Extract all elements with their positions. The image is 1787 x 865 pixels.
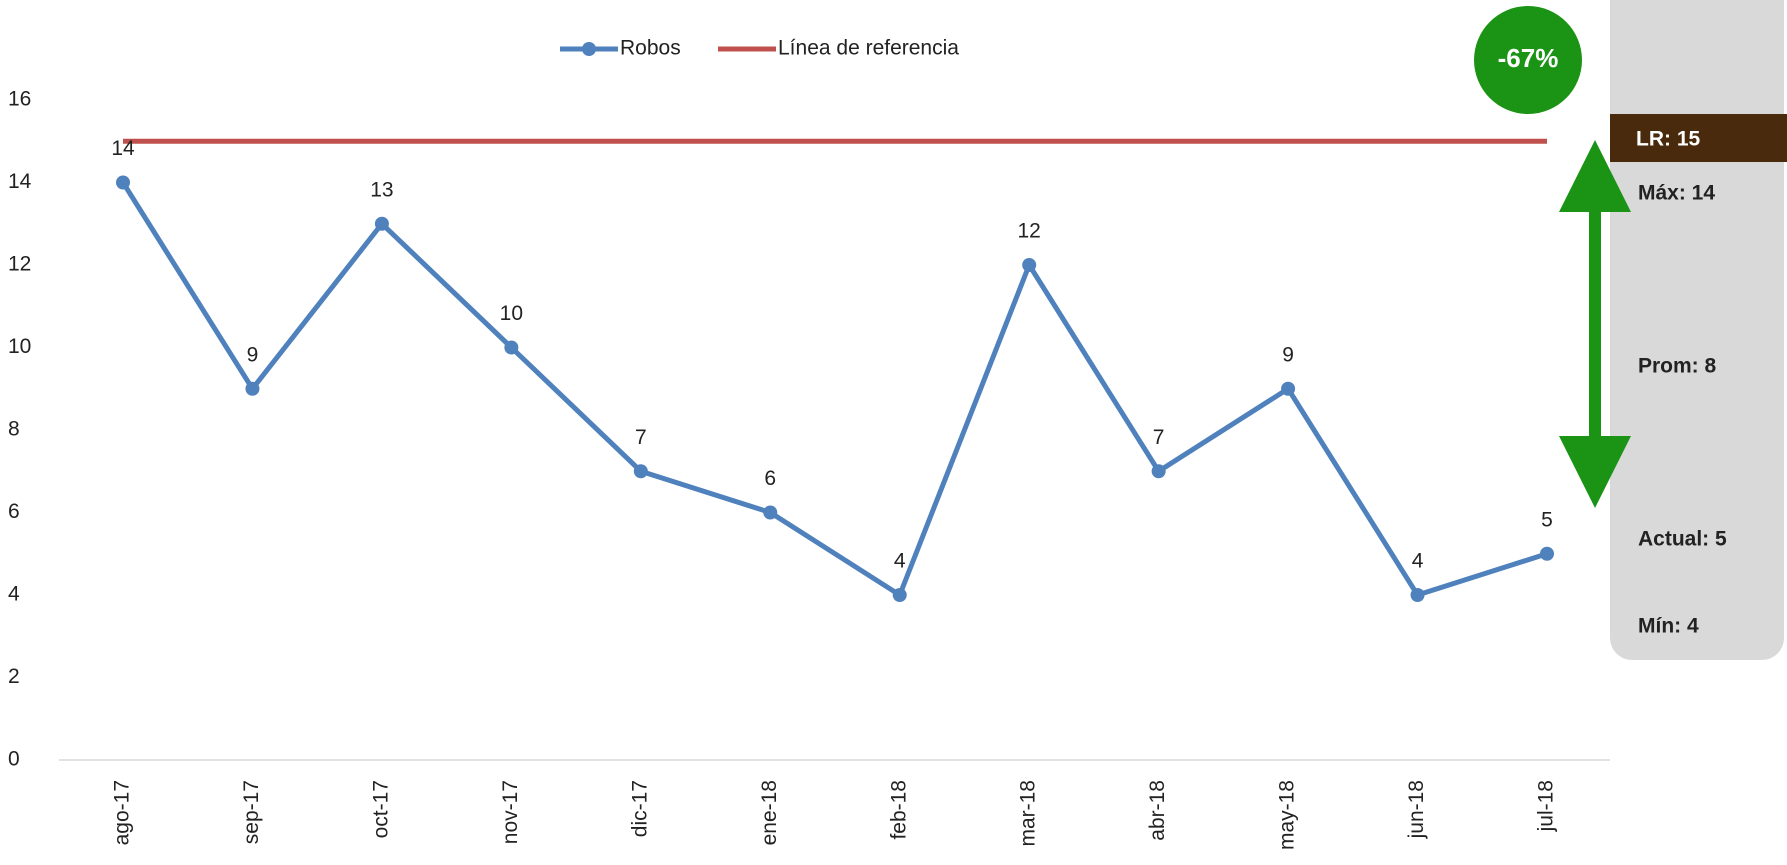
point [1151, 464, 1166, 479]
series-line [120, 181, 1548, 598]
point [116, 175, 130, 190]
x-tick-label: dic-17 [628, 780, 651, 837]
summary-lr: LR: 15 [1636, 128, 1701, 151]
x-tick-label: sep-17 [240, 780, 263, 844]
x-tick-label: nov-17 [499, 780, 522, 844]
summary-current: Actual: 5 [1638, 528, 1727, 551]
y-tick-label: 8 [8, 418, 20, 441]
point [1410, 588, 1425, 602]
legend-label: Línea de referencia [778, 37, 959, 60]
point [1281, 381, 1296, 396]
data-label: 9 [247, 343, 259, 366]
y-tick-label: 4 [8, 583, 20, 606]
lr-band [1610, 114, 1787, 162]
data-label: 4 [894, 550, 906, 573]
data-label: 13 [370, 178, 393, 201]
summary-max: Máx: 14 [1638, 182, 1715, 205]
point [892, 588, 907, 602]
x-tick-label: mar-18 [1017, 780, 1040, 847]
data-label: 5 [1541, 508, 1553, 531]
x-tick-label: jul-18 [1535, 780, 1558, 832]
point [504, 340, 519, 355]
point [1540, 546, 1554, 561]
point [633, 464, 648, 479]
x-tick-label: ago-17 [111, 780, 134, 845]
badge-text: -67% [1498, 43, 1559, 73]
data-label: 7 [635, 426, 647, 449]
point [245, 381, 260, 396]
data-label: 10 [500, 302, 523, 325]
y-tick-label: 14 [8, 170, 32, 193]
point [374, 216, 389, 231]
point [763, 505, 778, 520]
point [1022, 258, 1037, 272]
data-label: 4 [1412, 550, 1424, 573]
data-label: 7 [1153, 426, 1165, 449]
x-tick-label: ene-18 [758, 780, 781, 845]
legend-label: Robos [620, 37, 681, 60]
x-tick-label: jun-18 [1405, 780, 1428, 839]
x-tick-label: feb-18 [887, 780, 910, 840]
data-label: 14 [111, 137, 135, 160]
legend-marker [582, 42, 596, 56]
badge [1474, 6, 1582, 114]
y-tick-label: 12 [8, 253, 31, 276]
summary-avg: Prom: 8 [1638, 355, 1717, 378]
data-label: 12 [1018, 220, 1041, 243]
y-tick-label: 2 [8, 665, 20, 688]
y-tick-label: 6 [8, 500, 20, 523]
x-tick-label: abr-18 [1146, 780, 1169, 841]
data-label: 9 [1282, 343, 1294, 366]
y-tick-label: 0 [8, 748, 20, 771]
summary-min: Mín: 4 [1638, 615, 1699, 638]
y-tick-label: 10 [8, 335, 31, 358]
y-tick-label: 16 [8, 88, 31, 111]
x-tick-label: may-18 [1276, 780, 1299, 850]
x-tick-label: oct-17 [369, 780, 392, 838]
data-label: 6 [764, 467, 776, 490]
summary-panel [1610, 0, 1784, 660]
